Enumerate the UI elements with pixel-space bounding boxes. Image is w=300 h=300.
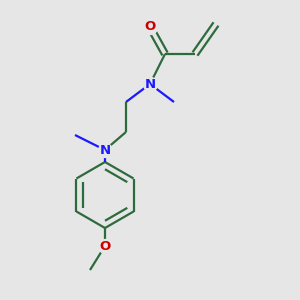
Text: N: N (99, 143, 111, 157)
Text: O: O (144, 20, 156, 34)
Text: O: O (99, 239, 111, 253)
Text: N: N (144, 77, 156, 91)
